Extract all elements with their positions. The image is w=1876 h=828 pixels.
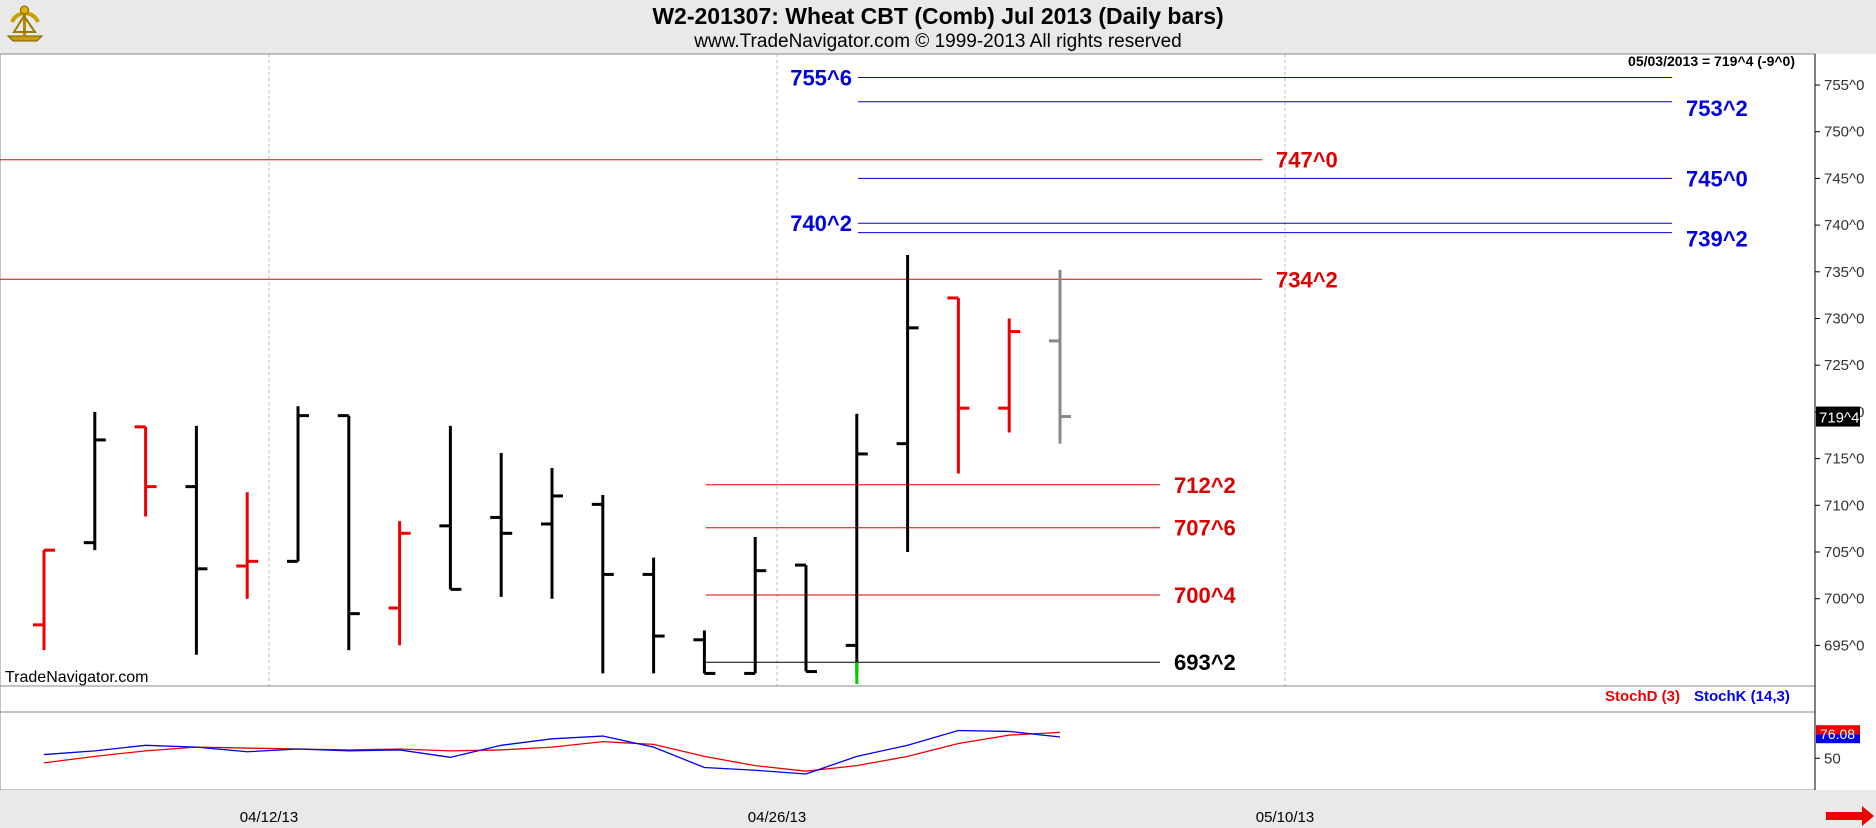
- ohlc-bar: [998, 318, 1021, 433]
- stochastic-panel: StochD (3) StochK (14,3): [0, 685, 1816, 791]
- ohlc-bar: [642, 557, 665, 674]
- chart-title: W2-201307: Wheat CBT (Comb) Jul 2013 (Da…: [652, 3, 1224, 29]
- y-tick-label: 700^0: [1824, 591, 1864, 608]
- ohlc-bar: [337, 414, 360, 651]
- y-tick-label: 730^0: [1824, 311, 1864, 328]
- last-price-tag: [1816, 406, 1860, 427]
- ohlc-bar: [33, 548, 55, 651]
- y-tick-label: 735^0: [1824, 264, 1864, 281]
- last-price-label: 719^4: [1819, 410, 1859, 427]
- ohlc-bar: [236, 492, 259, 599]
- y-tick-label: 715^0: [1824, 451, 1864, 468]
- stoch-y-tick-label: 50: [1824, 750, 1841, 767]
- level-label: 747^0: [1276, 148, 1338, 173]
- watermark-label: TradeNavigator.com: [5, 669, 148, 686]
- level-label: 753^2: [1686, 96, 1748, 121]
- stochastic-series-line: [43, 729, 1061, 775]
- ohlc-bar: [795, 563, 817, 674]
- x-tick-label: 04/26/13: [748, 809, 806, 826]
- level-label: 693^2: [1174, 650, 1236, 675]
- stoch-value-tag-blue: [1816, 734, 1860, 744]
- y-tick-label: 750^0: [1824, 124, 1864, 141]
- ohlc-bar: [439, 425, 462, 591]
- ohlc-bar: [287, 406, 309, 563]
- stochastic-plot-background: [0, 685, 1816, 791]
- ohlc-bar: [591, 495, 614, 674]
- level-label: 707^6: [1174, 516, 1236, 541]
- scroll-right-arrow-icon: [1826, 806, 1874, 826]
- ohlc-bar: [845, 413, 868, 674]
- level-label: 712^2: [1174, 473, 1236, 498]
- ohlc-bar: [947, 296, 970, 474]
- ohlc-bar: [83, 411, 106, 551]
- y-tick-label: 695^0: [1824, 637, 1864, 654]
- chart-header: W2-201307: Wheat CBT (Comb) Jul 2013 (Da…: [0, 0, 1876, 56]
- stoch-value-tag-red: [1816, 725, 1860, 735]
- ohlc-bar: [388, 521, 411, 646]
- ohlc-bars: [33, 254, 1071, 684]
- level-label: 745^0: [1686, 166, 1748, 191]
- price-axis: 04/12/13 04/26/13 05/10/13 695^0 700^0 705^0 7…: [0, 54, 1876, 828]
- ohlc-bar: [490, 452, 513, 597]
- ohlc-bar: [134, 425, 157, 517]
- price-panel: 755^6 753^2 747^0 745^0 740^2 739^2 734^2 712^2…: [0, 53, 1816, 790]
- level-label: 700^4: [1174, 583, 1237, 608]
- ohlc-bar: [896, 254, 919, 552]
- y-tick-label: 740^0: [1824, 217, 1864, 234]
- legend-stochk: StochK (14,3): [1694, 688, 1790, 705]
- y-tick-label: 705^0: [1824, 544, 1864, 561]
- stochastic-series-line: [43, 731, 1061, 772]
- level-label: 739^2: [1686, 227, 1748, 252]
- y-tick-label: 710^0: [1824, 497, 1864, 514]
- ohlc-bar: [744, 537, 767, 675]
- chart-subtitle: www.TradeNavigator.com © 1999-2013 All r…: [694, 31, 1182, 52]
- x-axis-background: [0, 790, 1876, 828]
- stoch-value-label: 76.08: [1820, 726, 1855, 742]
- trade-navigator-logo-icon: [6, 5, 44, 42]
- y-tick-label: 755^0: [1824, 77, 1864, 94]
- info-label: 05/03/2013 = 719^4 (-9^0): [1628, 53, 1795, 69]
- ohlc-bar: [541, 467, 563, 599]
- x-tick-label: 04/12/13: [240, 809, 298, 826]
- ohlc-bar: [693, 630, 716, 675]
- legend-stochd: StochD (3): [1605, 688, 1680, 705]
- ohlc-bar: [185, 425, 208, 655]
- y-tick-label: 745^0: [1824, 170, 1864, 187]
- ohlc-bar: [1049, 269, 1071, 444]
- level-label: 740^2: [790, 211, 852, 236]
- level-label: 734^2: [1276, 267, 1338, 292]
- y-tick-label: 725^0: [1824, 357, 1864, 374]
- level-label: 755^6: [790, 66, 852, 91]
- x-tick-label: 05/10/13: [1256, 809, 1314, 826]
